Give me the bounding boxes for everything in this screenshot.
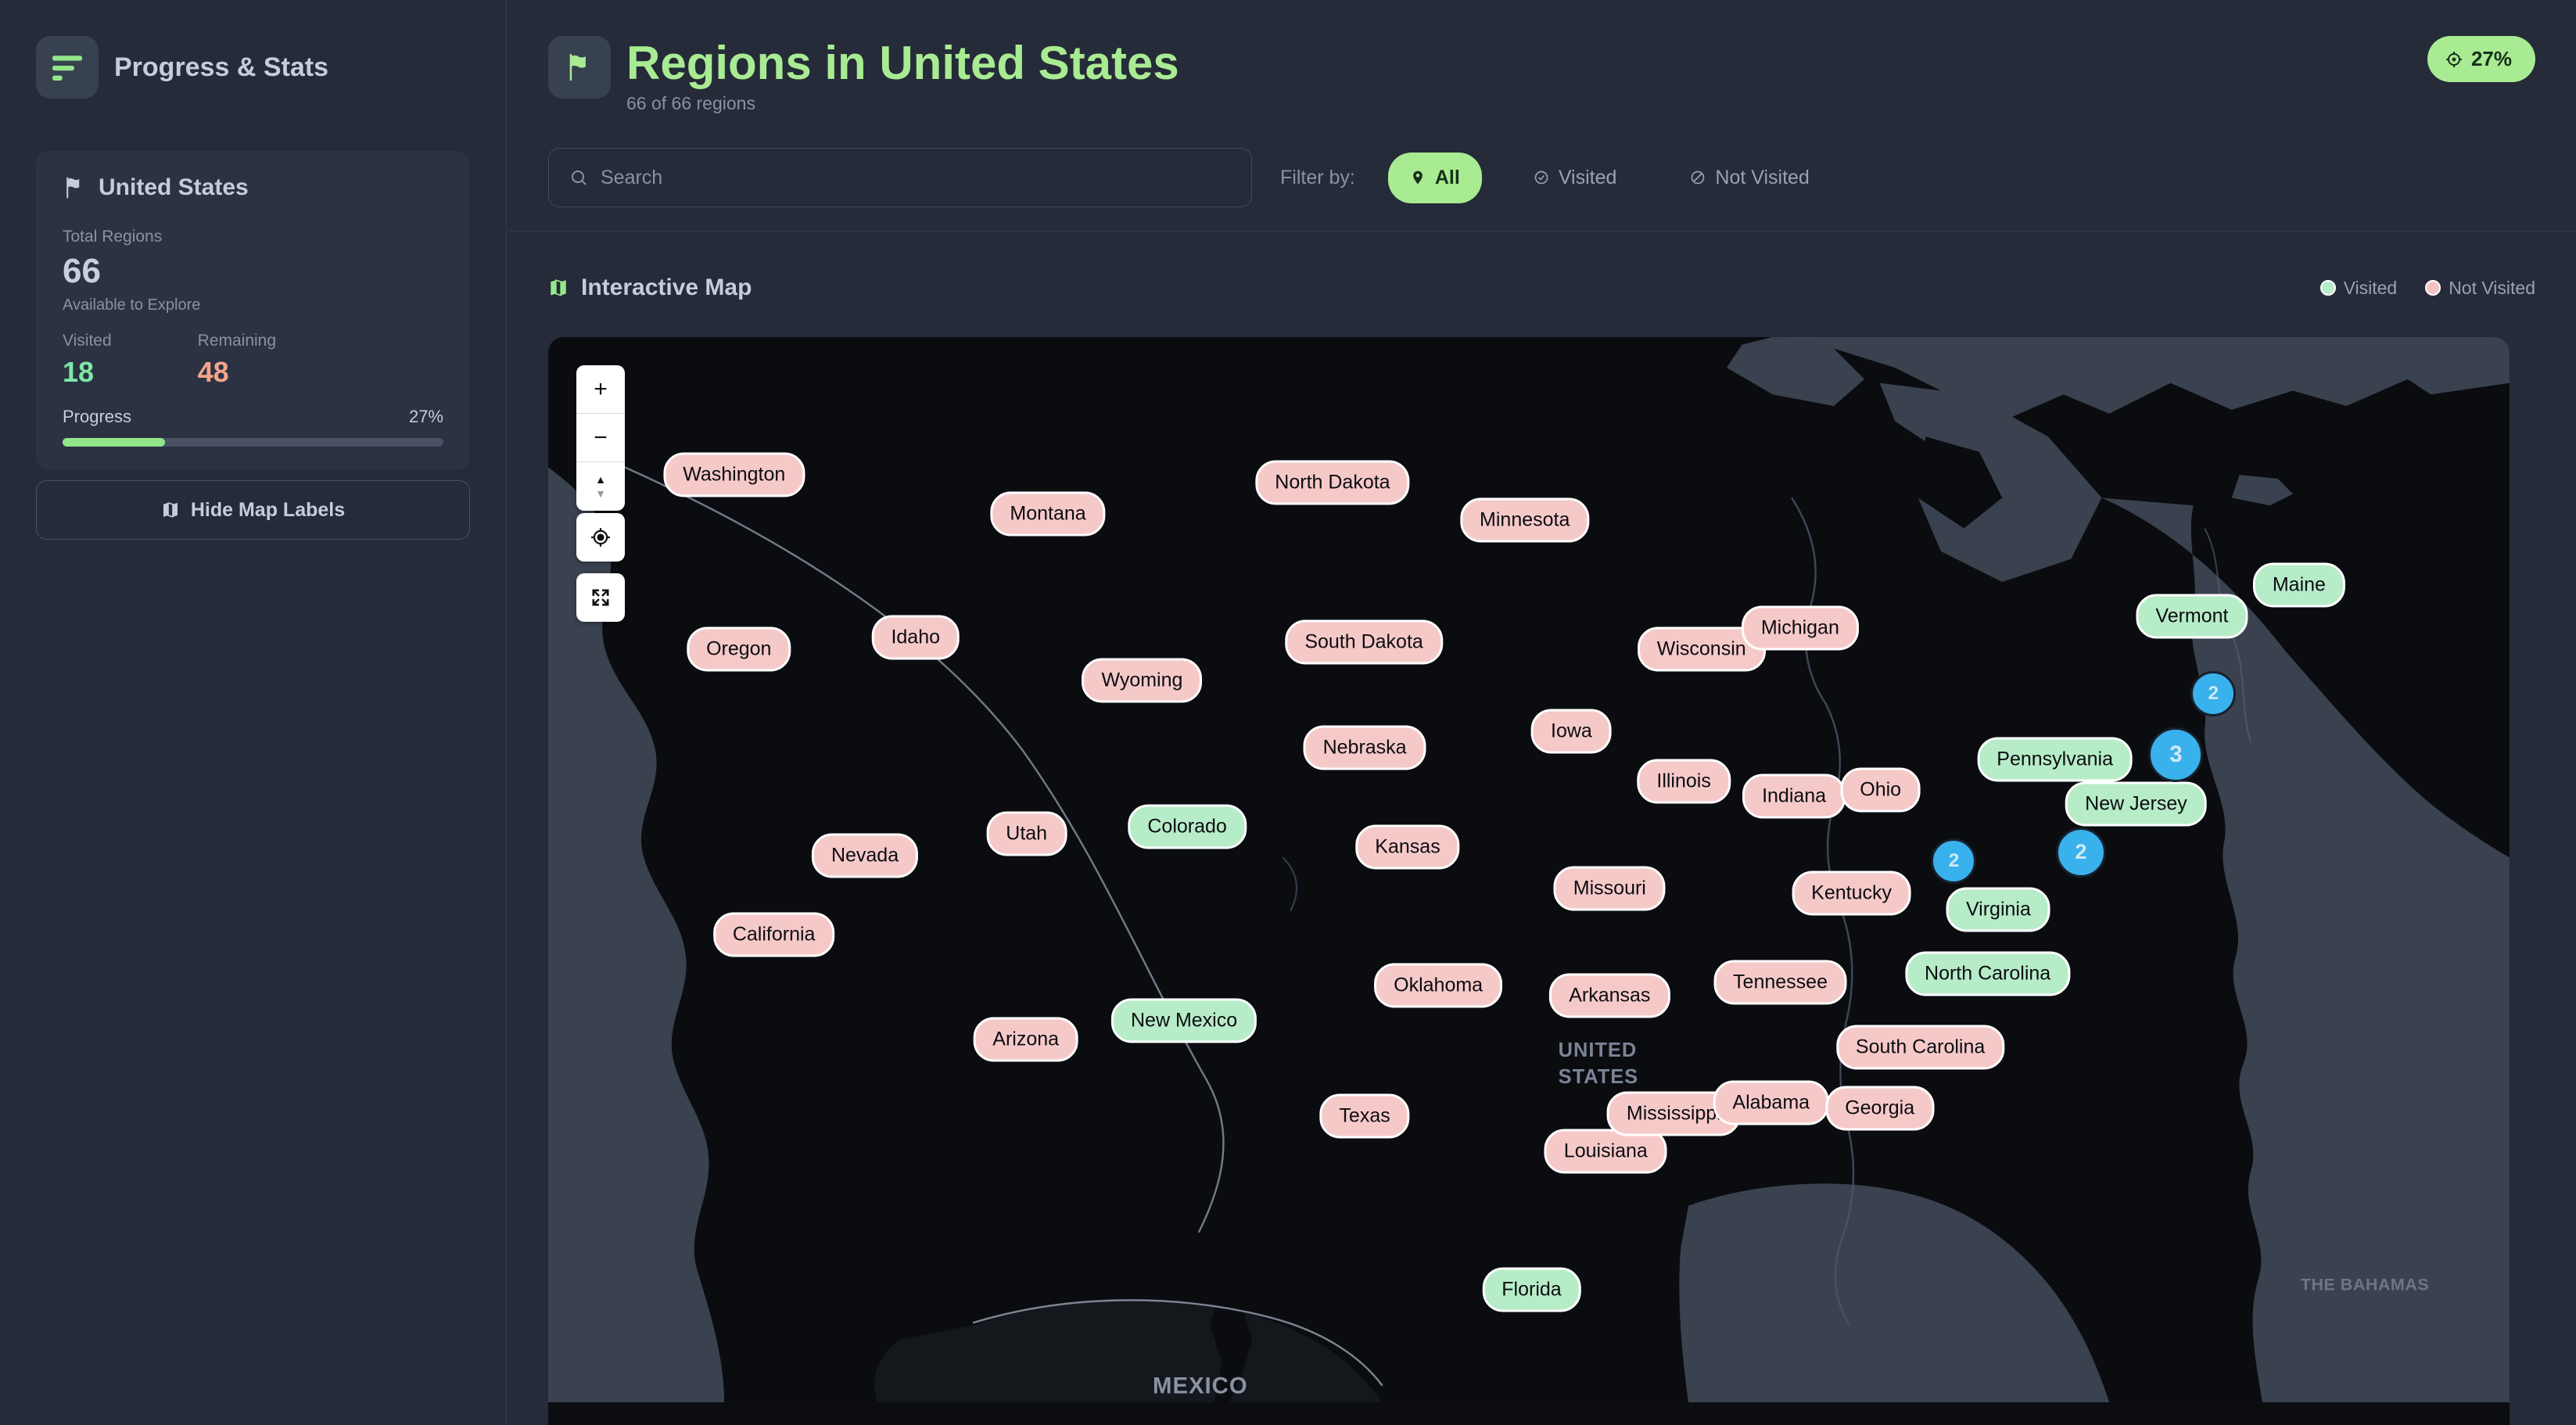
svg-text:UNITED: UNITED — [1559, 1039, 1638, 1061]
svg-text:THE BAHAMAS: THE BAHAMAS — [2301, 1275, 2429, 1294]
svg-text:MEXICO: MEXICO — [1153, 1373, 1248, 1398]
svg-text:STATES: STATES — [1559, 1066, 1638, 1088]
